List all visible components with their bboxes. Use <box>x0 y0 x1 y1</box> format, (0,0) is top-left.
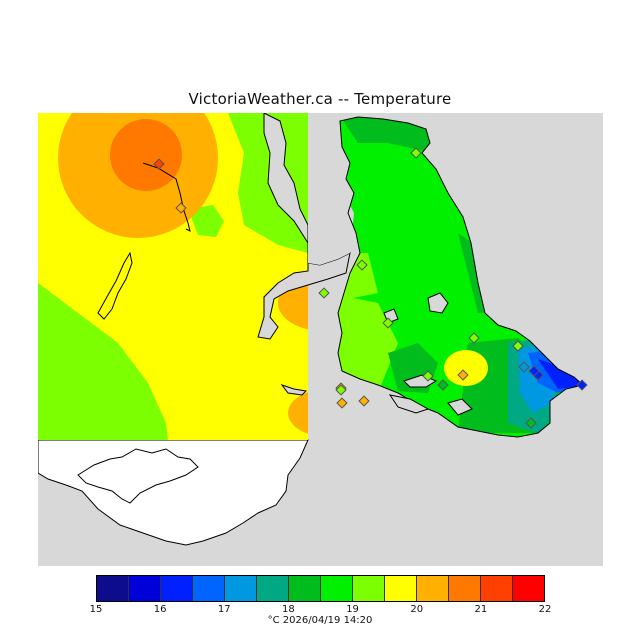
legend-tick-label: 19 <box>346 604 359 615</box>
station-marker <box>336 397 348 409</box>
station-marker <box>468 332 480 344</box>
chart-title: VictoriaWeather.ca -- Temperature <box>188 90 452 108</box>
station-marker <box>335 384 347 396</box>
station-marker <box>457 369 469 381</box>
lake <box>388 394 430 414</box>
lake <box>427 292 449 314</box>
legend-swatch <box>353 576 385 601</box>
station-marker <box>410 147 422 159</box>
legend-tick-label: 17 <box>217 604 231 615</box>
legend-swatch <box>289 576 321 601</box>
legend-swatch <box>321 576 353 601</box>
station-marker <box>518 361 530 373</box>
south-landmass <box>38 439 309 546</box>
unit-label: °C <box>267 615 280 626</box>
island-outline <box>337 116 585 438</box>
station-marker <box>382 317 394 329</box>
legend-ticks: 15 16 17 18 19 20 21 22 <box>90 604 552 618</box>
station-marker <box>576 379 588 391</box>
station-marker <box>358 395 370 407</box>
legend-swatch <box>225 576 257 601</box>
station-marker <box>528 365 540 377</box>
station-marker <box>153 158 165 170</box>
legend-tick-label: 20 <box>410 604 424 615</box>
station-marker <box>512 340 524 352</box>
channel-water <box>308 113 354 265</box>
west-temperature-field <box>38 113 308 440</box>
legend-tick-label: 18 <box>282 604 295 615</box>
lake <box>447 398 473 416</box>
station-marker <box>175 202 187 214</box>
lake-south-west <box>280 384 308 396</box>
legend-tick-label: 21 <box>474 604 488 615</box>
inlet-water <box>257 113 351 340</box>
legend-swatch <box>97 576 129 601</box>
station-marker <box>318 287 330 299</box>
legend-swatch <box>257 576 289 601</box>
legend-bar <box>96 575 545 602</box>
legend-swatch <box>481 576 513 601</box>
color-legend <box>96 575 545 602</box>
station-marker <box>356 259 368 271</box>
temperature-map <box>38 113 603 566</box>
south-coast-detail <box>77 448 199 504</box>
caption: °C 2026/04/19 14:20 <box>0 615 640 626</box>
legend-swatch <box>513 576 544 601</box>
station-marker <box>422 370 434 382</box>
legend-swatch <box>449 576 481 601</box>
legend-swatch <box>417 576 449 601</box>
legend-swatch <box>129 576 161 601</box>
lake-west <box>97 251 133 320</box>
legend-swatch <box>193 576 225 601</box>
station-marker <box>525 417 537 429</box>
legend-swatch <box>385 576 417 601</box>
legend-swatch <box>161 576 193 601</box>
station-marker <box>437 379 449 391</box>
river <box>142 162 191 232</box>
timestamp: 2026/04/19 14:20 <box>282 615 373 626</box>
legend-tick-label: 22 <box>538 604 552 615</box>
station-markers <box>153 147 588 429</box>
legend-tick-label: 16 <box>153 604 167 615</box>
legend-tick-label: 15 <box>89 604 103 615</box>
